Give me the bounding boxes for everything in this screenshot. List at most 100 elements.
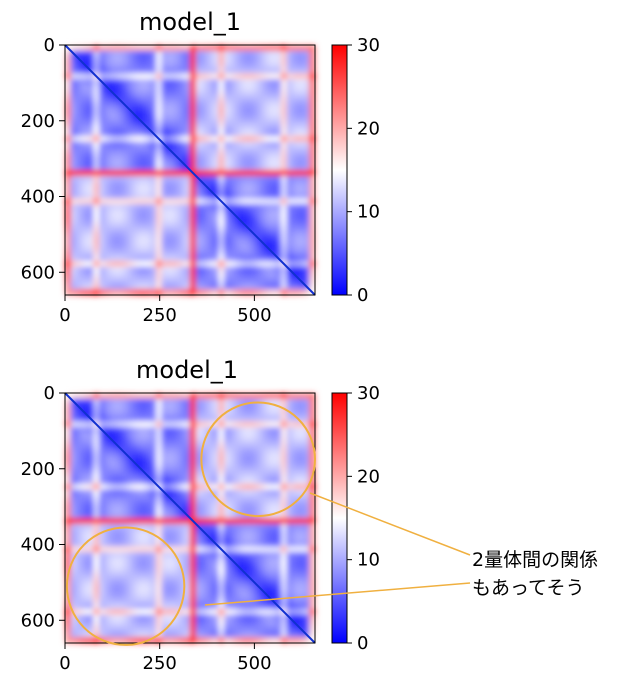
heatmap-cell — [275, 523, 282, 530]
heatmap-cell — [110, 215, 117, 222]
heatmap-cell — [87, 130, 95, 137]
heatmap-cell — [309, 631, 316, 638]
heatmap-cell — [303, 96, 310, 103]
heatmap-cell — [235, 506, 242, 513]
heatmap-cell — [99, 563, 106, 570]
heatmap-cell — [286, 489, 293, 496]
heatmap-cell — [212, 50, 220, 57]
heatmap-cell — [235, 614, 242, 621]
heatmap-cell — [82, 238, 89, 245]
heatmap-cell — [133, 597, 140, 604]
heatmap-cell — [246, 232, 254, 239]
heatmap-cell — [201, 410, 208, 417]
heatmap-cell — [280, 90, 288, 97]
heatmap-cell — [161, 393, 168, 400]
heatmap-cell — [161, 506, 168, 513]
heatmap-cell — [104, 175, 112, 182]
heatmap-cell — [235, 221, 242, 228]
heatmap-cell — [258, 130, 265, 137]
heatmap-cell — [172, 232, 180, 239]
heatmap-cell — [275, 170, 282, 177]
heatmap-cell — [195, 181, 202, 188]
heatmap-cell — [309, 260, 316, 268]
heatmap-cell — [269, 472, 276, 479]
heatmap-cell — [138, 79, 146, 86]
heatmap-cell — [252, 557, 259, 565]
heatmap-cell — [241, 187, 248, 194]
heatmap-cell — [246, 415, 254, 423]
heatmap-cell — [235, 518, 242, 525]
heatmap-cell — [116, 141, 123, 148]
heatmap-cell — [99, 455, 106, 462]
heatmap-cell — [190, 215, 197, 222]
heatmap-cell — [87, 574, 95, 582]
heatmap-cell — [286, 198, 293, 205]
heatmap-cell — [224, 597, 231, 604]
heatmap-cell — [280, 597, 288, 604]
heatmap-cell — [229, 90, 237, 97]
heatmap-cell — [252, 187, 259, 194]
heatmap-cell — [76, 410, 83, 417]
heatmap-cell — [93, 249, 100, 256]
heatmap-cell — [258, 540, 265, 548]
heatmap-cell — [133, 221, 140, 228]
heatmap-cell — [229, 625, 237, 633]
heatmap-cell — [172, 483, 180, 491]
heatmap-cell — [70, 130, 77, 137]
heatmap-cell — [275, 289, 282, 296]
heatmap-cell — [172, 238, 180, 245]
heatmap-cell — [275, 574, 282, 582]
heatmap-cell — [212, 209, 220, 217]
heatmap-cell — [172, 198, 180, 205]
heatmap-cell — [138, 608, 146, 616]
heatmap-cell — [138, 461, 146, 468]
heatmap-cell — [127, 557, 134, 565]
heatmap-cell — [127, 631, 134, 638]
heatmap-cell — [65, 489, 72, 496]
heatmap-cell — [258, 625, 265, 633]
heatmap-cell — [155, 398, 163, 405]
heatmap-cell — [280, 557, 288, 565]
heatmap-cell — [218, 608, 225, 616]
heatmap-cell — [309, 608, 316, 616]
heatmap-cell — [110, 204, 117, 211]
heatmap-cell — [167, 466, 174, 474]
heatmap-cell — [138, 483, 146, 491]
heatmap-cell — [144, 90, 151, 97]
heatmap-cell — [286, 141, 293, 148]
heatmap-cell — [138, 56, 146, 63]
heatmap-cell — [309, 147, 316, 154]
heatmap-cell — [286, 135, 293, 143]
heatmap-cell — [155, 272, 163, 279]
heatmap-cell — [70, 147, 77, 154]
heatmap-cell — [150, 608, 157, 616]
heatmap-cell — [252, 204, 259, 211]
heatmap-cell — [292, 255, 299, 262]
heatmap-cell — [82, 204, 89, 211]
heatmap-cell — [121, 614, 129, 621]
heatmap-cell — [161, 118, 168, 126]
heatmap-cell — [224, 198, 231, 205]
heatmap-cell — [172, 181, 180, 188]
heatmap-cell — [76, 130, 83, 137]
heatmap-cell — [235, 84, 242, 92]
heatmap-cell — [65, 523, 72, 530]
y-tick-label: 0 — [44, 383, 55, 404]
heatmap-cell — [65, 67, 72, 75]
heatmap-cell — [155, 198, 163, 205]
heatmap-cell — [201, 427, 208, 434]
heatmap-cell — [104, 483, 112, 491]
heatmap-cell — [241, 135, 248, 143]
heatmap-cell — [263, 113, 271, 120]
heatmap-cell — [150, 272, 157, 279]
heatmap-cell — [184, 455, 191, 462]
heatmap-cell — [127, 130, 134, 137]
heatmap-cell — [155, 569, 163, 576]
heatmap-cell — [161, 410, 168, 417]
heatmap-cell — [76, 500, 83, 508]
heatmap-cell — [110, 393, 117, 400]
heatmap-cell — [65, 495, 72, 502]
heatmap-cell — [93, 427, 100, 434]
heatmap-cell — [116, 506, 123, 513]
heatmap-cell — [138, 591, 146, 599]
